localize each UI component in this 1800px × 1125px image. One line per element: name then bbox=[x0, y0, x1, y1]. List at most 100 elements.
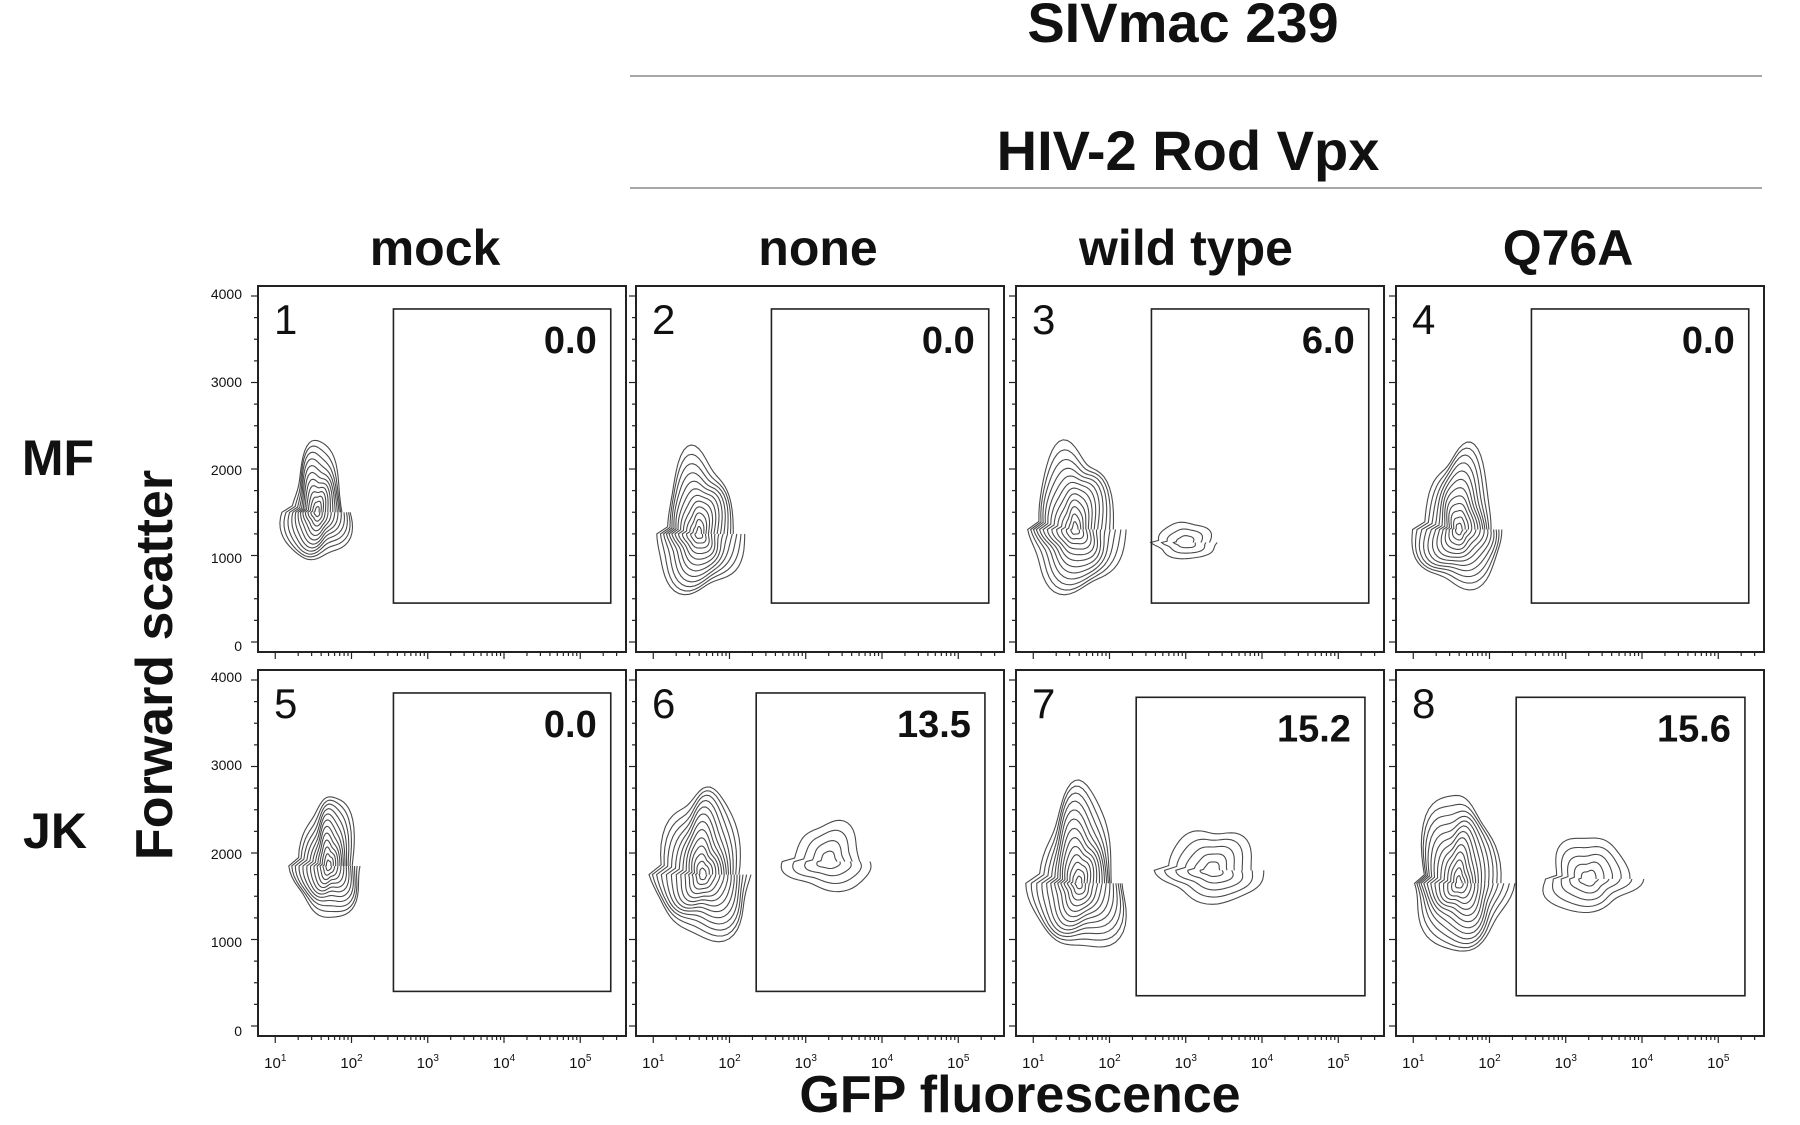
x-tick-label: 105 bbox=[1707, 1053, 1730, 1072]
contour-line bbox=[648, 786, 752, 943]
y-tick-label: 1000 bbox=[211, 550, 242, 566]
contour-line bbox=[1070, 521, 1081, 535]
contour-line bbox=[1046, 809, 1115, 931]
contour-line bbox=[1420, 815, 1499, 940]
gfp-percent-label: 6.0 bbox=[1302, 320, 1355, 362]
gfp-gate bbox=[755, 692, 986, 993]
contour-line bbox=[319, 846, 339, 881]
contour-line bbox=[690, 518, 707, 544]
contour-line bbox=[1426, 825, 1490, 929]
contour-line bbox=[1027, 439, 1127, 596]
y-tick-label: 4000 bbox=[211, 286, 242, 302]
contour-line bbox=[1187, 853, 1234, 884]
contour-line bbox=[1025, 779, 1127, 948]
contour-line bbox=[1038, 475, 1106, 574]
contour-line bbox=[279, 439, 354, 561]
panel-4: 4 0.0 bbox=[1389, 285, 1765, 659]
contour-line bbox=[294, 465, 342, 549]
contour-line bbox=[302, 813, 352, 898]
contour-line bbox=[691, 853, 717, 890]
contour-plot bbox=[1413, 794, 1645, 952]
gfp-percent-label: 13.5 bbox=[897, 704, 971, 746]
column-title-mock: mock bbox=[370, 220, 501, 276]
gfp-gate bbox=[1150, 308, 1370, 604]
contour-line bbox=[1413, 794, 1516, 952]
gfp-percent-label: 15.6 bbox=[1657, 708, 1731, 750]
gfp-percent-label: 15.2 bbox=[1277, 708, 1351, 750]
contour-line bbox=[688, 845, 721, 895]
contour-line bbox=[804, 840, 852, 877]
contour-line bbox=[698, 867, 708, 881]
contour-line bbox=[681, 506, 713, 555]
contour-line bbox=[1032, 458, 1117, 586]
row-label-mf: MF bbox=[22, 430, 94, 486]
contour-line bbox=[1569, 861, 1610, 894]
contour-line bbox=[780, 819, 872, 893]
x-tick-label: 102 bbox=[718, 1053, 741, 1072]
gfp-percent-label: 0.0 bbox=[922, 320, 975, 362]
x-tick-label: 103 bbox=[795, 1053, 818, 1072]
contour-line bbox=[1578, 869, 1599, 887]
contour-line bbox=[1065, 513, 1085, 540]
x-tick-label: 101 bbox=[1402, 1053, 1425, 1072]
x-tick-label: 105 bbox=[569, 1053, 592, 1072]
panel-3: 3 6.0 bbox=[1009, 285, 1385, 659]
contour-line bbox=[651, 790, 748, 937]
x-tick-label: 104 bbox=[1251, 1053, 1274, 1072]
contour-line bbox=[291, 458, 345, 552]
row-label-jk: JK bbox=[23, 803, 87, 859]
panel-number: 6 bbox=[652, 680, 675, 727]
x-tick-label: 105 bbox=[1327, 1053, 1350, 1072]
x-tick-label: 102 bbox=[340, 1053, 363, 1072]
x-tick-label: 102 bbox=[1098, 1053, 1121, 1072]
panel-number: 5 bbox=[274, 680, 297, 727]
contour-line bbox=[1451, 516, 1468, 541]
contour-line bbox=[1451, 867, 1468, 894]
contour-line bbox=[1423, 820, 1494, 935]
contour-line bbox=[1430, 830, 1486, 923]
contour-line bbox=[1431, 478, 1489, 562]
contour-line bbox=[1060, 845, 1099, 912]
contour-line bbox=[675, 820, 732, 907]
x-tick-label: 105 bbox=[947, 1053, 970, 1072]
contour-line bbox=[1440, 495, 1481, 555]
contour-line bbox=[660, 799, 741, 925]
column-title-none: none bbox=[758, 220, 877, 276]
contour-line bbox=[1414, 447, 1500, 584]
y-tick-label: 3000 bbox=[211, 757, 242, 773]
y-tick-label: 2000 bbox=[211, 846, 242, 862]
contour-line bbox=[656, 444, 746, 596]
contour-line bbox=[1056, 499, 1092, 550]
gfp-percent-label: 0.0 bbox=[544, 320, 597, 362]
gfp-gate bbox=[392, 308, 612, 604]
contour-line bbox=[1444, 502, 1477, 550]
contour-line bbox=[304, 491, 329, 532]
contour-line bbox=[302, 485, 332, 537]
contour-line bbox=[1418, 810, 1505, 945]
contour-plot bbox=[656, 444, 746, 596]
panel-1: 1 0.0 bbox=[251, 285, 627, 659]
contour-line bbox=[1035, 467, 1111, 580]
contour-line bbox=[684, 837, 725, 899]
contour-line bbox=[1423, 462, 1495, 572]
contour-line bbox=[1041, 800, 1118, 934]
y-tick-label: 4000 bbox=[211, 669, 242, 685]
panel-7: 715.2 bbox=[1009, 669, 1385, 1043]
y-tick-label: 3000 bbox=[211, 374, 242, 390]
contour-line bbox=[1057, 837, 1103, 918]
contour-line bbox=[670, 813, 735, 913]
contour-line bbox=[1030, 785, 1125, 941]
contour-line bbox=[1560, 853, 1621, 901]
contour-line bbox=[1427, 470, 1492, 566]
y-tick-label: 0 bbox=[234, 1023, 242, 1039]
contour-line bbox=[1454, 875, 1464, 889]
contour-line bbox=[662, 463, 738, 588]
column-title-wild-type: wild type bbox=[1078, 220, 1293, 276]
x-tick-label: 104 bbox=[493, 1053, 516, 1072]
column-title-q76a: Q76A bbox=[1503, 220, 1634, 276]
contour-line bbox=[665, 806, 738, 919]
contour-line bbox=[665, 472, 733, 583]
contour-line bbox=[1160, 528, 1207, 554]
contour-plot bbox=[288, 796, 361, 918]
